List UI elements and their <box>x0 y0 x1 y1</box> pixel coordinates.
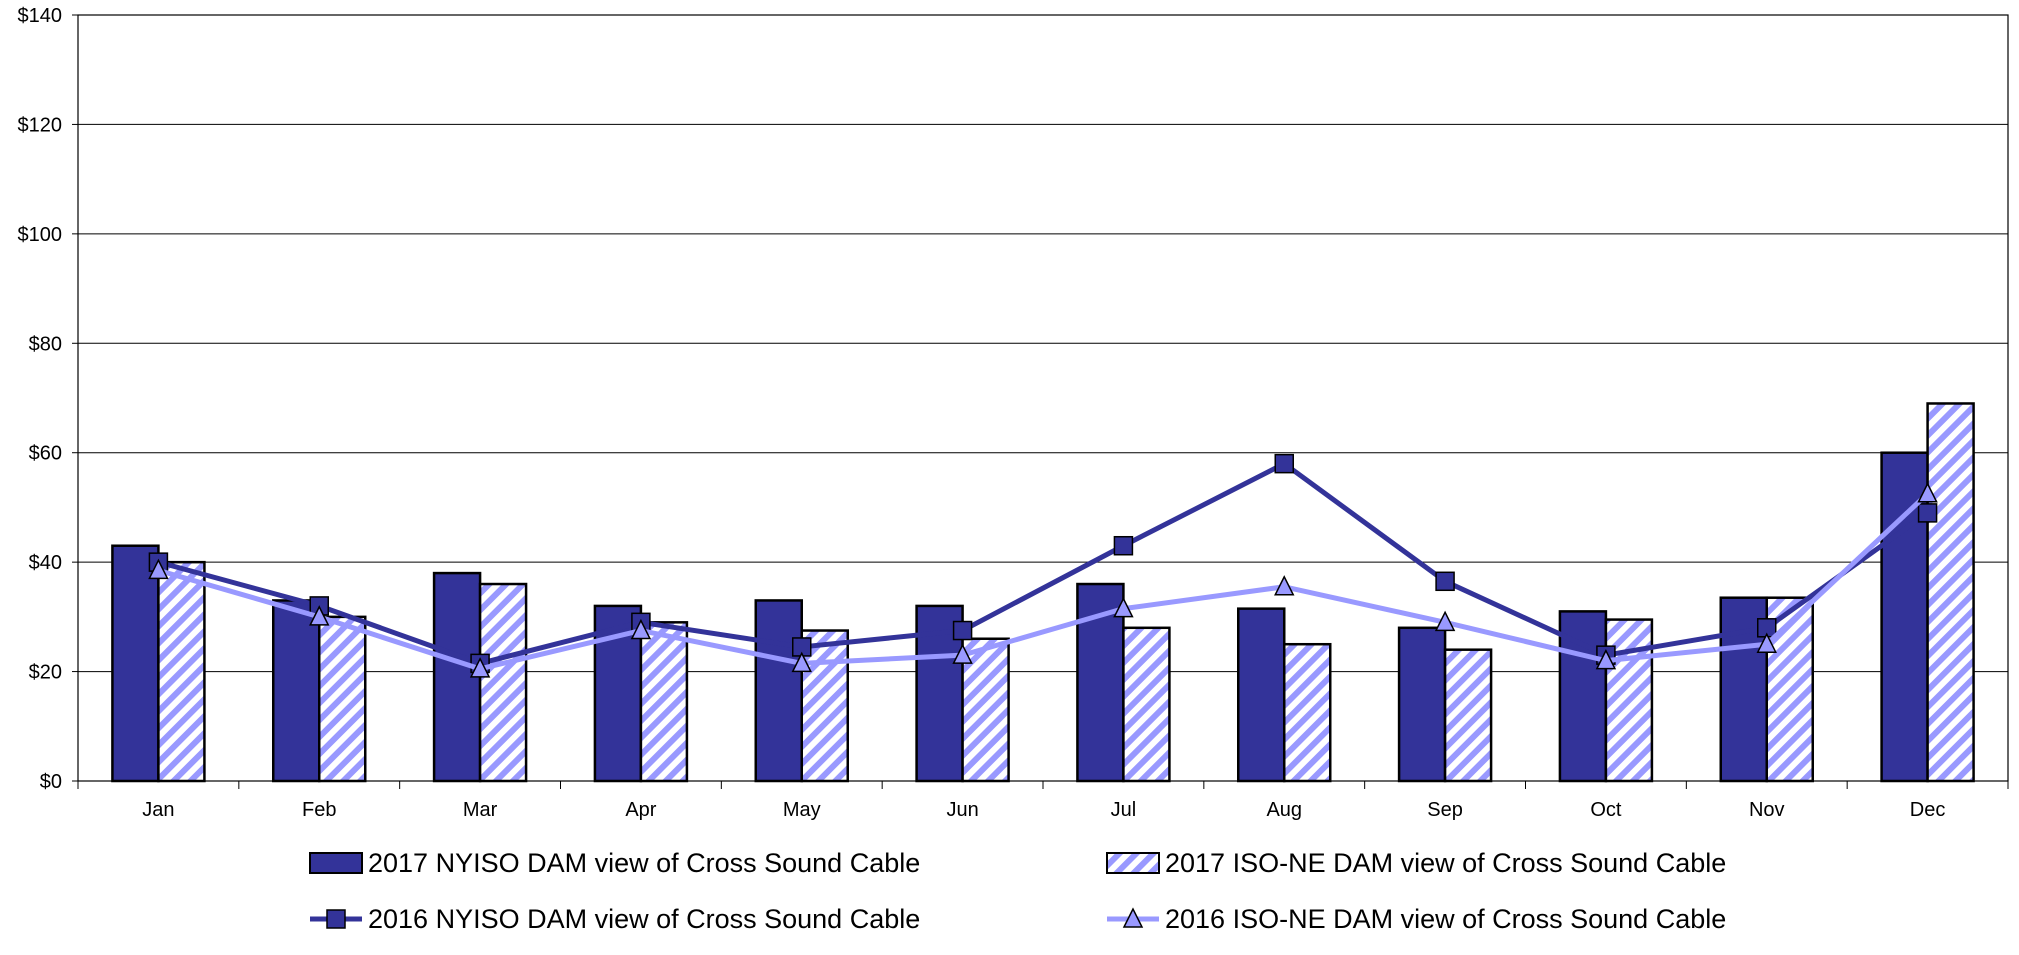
marker-square <box>1274 453 1294 474</box>
legend-item: 2016 ISO-NE DAM view of Cross Sound Cabl… <box>1107 904 1726 934</box>
marker-triangle <box>791 651 812 673</box>
bar-2017-isone <box>1443 648 1493 783</box>
x-tick-label: Nov <box>1749 799 1785 821</box>
x-tick-label: Feb <box>302 799 336 821</box>
marker-triangle <box>1274 575 1295 596</box>
x-tick-label: Aug <box>1266 799 1302 821</box>
marker-triangle <box>309 605 330 626</box>
bar-2017-isone <box>1604 618 1654 783</box>
bar-2017-isone <box>639 621 689 783</box>
legend-marker <box>326 909 346 929</box>
x-tick-label: Jun <box>946 799 978 821</box>
plot-frame <box>77 14 2009 782</box>
marker-square <box>1113 535 1134 556</box>
marker-triangle <box>630 618 652 640</box>
legend: 2017 NYISO DAM view of Cross Sound Cable… <box>309 848 1726 934</box>
bar-2017-nyiso <box>1237 607 1286 783</box>
legend-label: 2017 NYISO DAM view of Cross Sound Cable <box>368 848 920 878</box>
marker-triangle <box>469 657 491 678</box>
bar-2017-nyiso <box>111 544 160 783</box>
y-tick-label: $60 <box>29 443 62 465</box>
gridlines <box>78 14 2008 673</box>
x-tick-label: Jul <box>1111 799 1137 821</box>
legend-item: 2017 ISO-NE DAM view of Cross Sound Cabl… <box>1106 848 1726 878</box>
marker-triangle <box>1756 632 1777 653</box>
bar-2017-isone <box>318 615 367 783</box>
bar-2017-nyiso <box>272 599 321 783</box>
legend-label: 2016 NYISO DAM view of Cross Sound Cable <box>368 904 920 934</box>
legend-marker <box>1122 907 1144 928</box>
x-tick-label: Dec <box>1910 799 1946 821</box>
line-2016-isone <box>157 491 1930 672</box>
marker-triangle <box>1595 648 1617 670</box>
bar-2017-isone <box>1283 642 1332 783</box>
x-tick-label: Jan <box>142 799 174 821</box>
y-tick-label: $140 <box>18 5 63 27</box>
legend-item: 2016 NYISO DAM view of Cross Sound Cable <box>310 904 920 934</box>
lines <box>148 453 1938 678</box>
x-tick-label: Sep <box>1427 799 1463 821</box>
marker-triangle <box>1113 596 1134 618</box>
x-tick-label: May <box>783 799 821 821</box>
legend-label: 2017 ISO-NE DAM view of Cross Sound Cabl… <box>1165 848 1726 878</box>
bar-2017-nyiso <box>754 599 803 783</box>
y-tick-label: $100 <box>18 224 63 246</box>
bars <box>111 402 1975 783</box>
bar-2017-isone <box>1122 626 1171 783</box>
line-2016-nyiso <box>157 461 1930 666</box>
legend-item: 2017 NYISO DAM view of Cross Sound Cable <box>309 848 920 878</box>
x-tick-label: Oct <box>1590 799 1622 821</box>
y-tick-label: $120 <box>18 114 63 136</box>
x-tick-label: Mar <box>463 799 498 821</box>
y-tick-label: $40 <box>29 552 62 574</box>
bar-2017-isone <box>478 582 528 783</box>
marker-triangle <box>1917 482 1938 503</box>
bar-2017-isone <box>1926 402 1975 783</box>
y-tick-label: $20 <box>29 662 62 684</box>
marker-square <box>1917 503 1938 523</box>
y-tick-label: $80 <box>29 333 62 355</box>
legend-label: 2016 ISO-NE DAM view of Cross Sound Cabl… <box>1165 904 1726 934</box>
marker-square <box>952 620 973 641</box>
marker-triangle <box>952 643 973 664</box>
marker-triangle <box>148 558 169 580</box>
axes: $0 $20 $40 $60 $80 $100 $120 $140 Jan Feb Mar Apr Ma… <box>18 5 2009 821</box>
bar-2017-nyiso <box>1397 626 1447 783</box>
x-tick-label: Apr <box>625 799 656 821</box>
bar-2017-isone <box>157 560 206 783</box>
marker-triangle <box>1434 610 1456 632</box>
legend-swatch <box>1106 852 1160 874</box>
y-tick-label: $0 <box>40 771 62 793</box>
legend-swatch <box>309 852 363 874</box>
marker-square <box>1435 571 1455 592</box>
